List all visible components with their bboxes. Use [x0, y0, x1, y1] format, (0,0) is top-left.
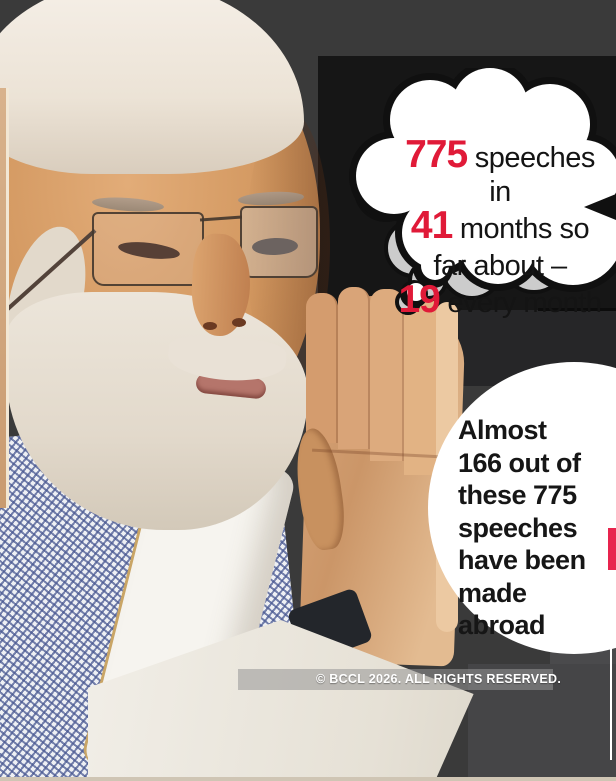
cloud-arrow-notch: [584, 194, 616, 220]
stat-circle-text: Almost 166 out of these 775 speeches hav…: [458, 414, 586, 642]
stat-circle: Almost 166 out of these 775 speeches hav…: [428, 362, 616, 654]
stat-number: 19: [398, 278, 440, 321]
stat-line: made: [458, 577, 527, 608]
stat-line: abroad: [458, 610, 546, 640]
stat-line: have been: [458, 545, 586, 575]
stat-line: these 775: [458, 480, 577, 510]
stat-number: 775: [405, 133, 468, 176]
bubble-line: 41 months so: [410, 204, 590, 247]
bubble-line: far about –: [433, 250, 567, 282]
left-edge-warm-strip: [0, 88, 6, 508]
left-nostril: [203, 322, 217, 330]
finger: [306, 293, 338, 443]
stat-line: speeches: [458, 512, 578, 543]
speech-cloud: [349, 68, 616, 315]
white-hair: [0, 0, 304, 174]
stat-number: 41: [410, 204, 453, 247]
speech-bubble-text: 775 speeches in 41 months so far about –…: [392, 133, 608, 321]
stat-line: Almost: [458, 415, 547, 445]
bubble-line: 775 speeches in: [405, 133, 595, 208]
finger: [338, 287, 370, 449]
glasses-right-lens: [240, 206, 318, 278]
bottom-edge-strip: [0, 777, 616, 781]
finger: [370, 289, 404, 461]
glasses-left-lens: [92, 212, 204, 286]
bubble-line: 19 every month: [398, 278, 602, 321]
right-nostril: [232, 318, 246, 327]
watermark-bar: © BCCL 2026. ALL RIGHTS RESERVED.: [238, 669, 561, 690]
finger: [404, 297, 438, 475]
right-edge-red-bar: [608, 528, 616, 570]
right-edge-white-line: [610, 570, 612, 760]
stat-line: 166 out of: [458, 447, 581, 478]
left-edge-cream-line: [6, 88, 9, 508]
backdrop-edge-line: [538, 308, 616, 311]
copyright-text: © BCCL 2026. ALL RIGHTS RESERVED.: [316, 672, 562, 686]
